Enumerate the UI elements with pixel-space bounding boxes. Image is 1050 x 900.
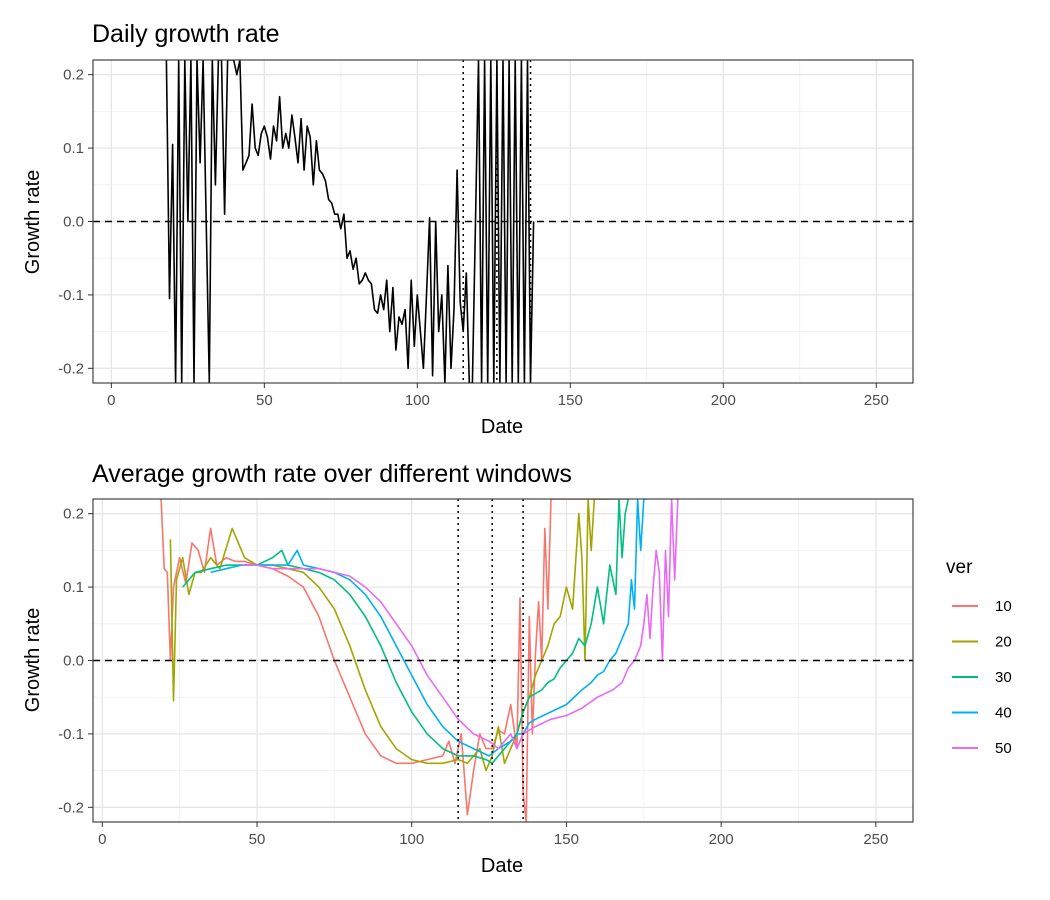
legend-label-50: 50 xyxy=(995,740,1012,757)
y-tick-label: 0.0 xyxy=(63,653,84,670)
legend-label-40: 40 xyxy=(995,705,1012,722)
axis-ticks: 0 50 100 150 200 250 0.2 0.1 0.0 -0.1 -0.2 xyxy=(58,506,888,848)
y-tick-label: -0.2 xyxy=(58,360,84,377)
x-tick-label: 200 xyxy=(709,831,734,848)
x-tick-label: 100 xyxy=(399,831,424,848)
daily-growth-rate-chart: Daily growth rate Date Growth rate 0 50 10… xyxy=(22,20,914,438)
legend-title: ver xyxy=(946,557,973,578)
x-tick-label: 250 xyxy=(864,392,889,409)
y-axis-title: Growth rate xyxy=(22,170,44,274)
y-axis-title: Growth rate xyxy=(22,608,44,712)
series-line-20 xyxy=(169,499,610,772)
x-tick-label: 100 xyxy=(405,392,430,409)
chart-title: Daily growth rate xyxy=(92,20,280,48)
series-line xyxy=(165,60,535,383)
x-tick-label: 250 xyxy=(863,831,888,848)
y-tick-label: -0.1 xyxy=(58,287,84,304)
y-tick-label: -0.2 xyxy=(58,799,84,816)
x-tick-label: 50 xyxy=(256,392,273,409)
legend-label-20: 20 xyxy=(995,634,1012,651)
y-tick-label: 0.2 xyxy=(63,67,84,84)
series-line-30 xyxy=(182,499,630,765)
x-tick-label: 0 xyxy=(98,831,106,848)
x-tick-label: 150 xyxy=(558,392,583,409)
y-tick-label: 0.0 xyxy=(63,214,84,231)
x-tick-label: 0 xyxy=(107,392,115,409)
legend: ver 10 20 30 40 50 xyxy=(946,557,1012,757)
average-growth-rate-chart: Average growth rate over different windo… xyxy=(22,460,914,877)
axis-ticks: 0 50 100 150 200 250 0.2 0.1 0.0 -0.1 -0.2 xyxy=(58,67,889,409)
y-tick-label: -0.1 xyxy=(58,726,84,743)
x-axis-title: Date xyxy=(481,855,523,877)
x-axis-title: Date xyxy=(481,416,523,438)
x-tick-label: 50 xyxy=(249,831,266,848)
legend-label-10: 10 xyxy=(995,598,1012,615)
legend-label-30: 30 xyxy=(995,669,1012,686)
chart-title: Average growth rate over different windo… xyxy=(92,460,572,488)
legend-items: 10 20 30 40 50 xyxy=(952,598,1012,757)
series-line-40 xyxy=(210,499,647,757)
y-tick-label: 0.1 xyxy=(63,140,84,157)
series-line-10 xyxy=(160,499,629,822)
x-tick-label: 150 xyxy=(554,831,579,848)
y-tick-label: 0.1 xyxy=(63,579,84,596)
y-tick-label: 0.2 xyxy=(63,506,84,523)
x-tick-label: 200 xyxy=(711,392,736,409)
series-line-50 xyxy=(241,499,679,750)
